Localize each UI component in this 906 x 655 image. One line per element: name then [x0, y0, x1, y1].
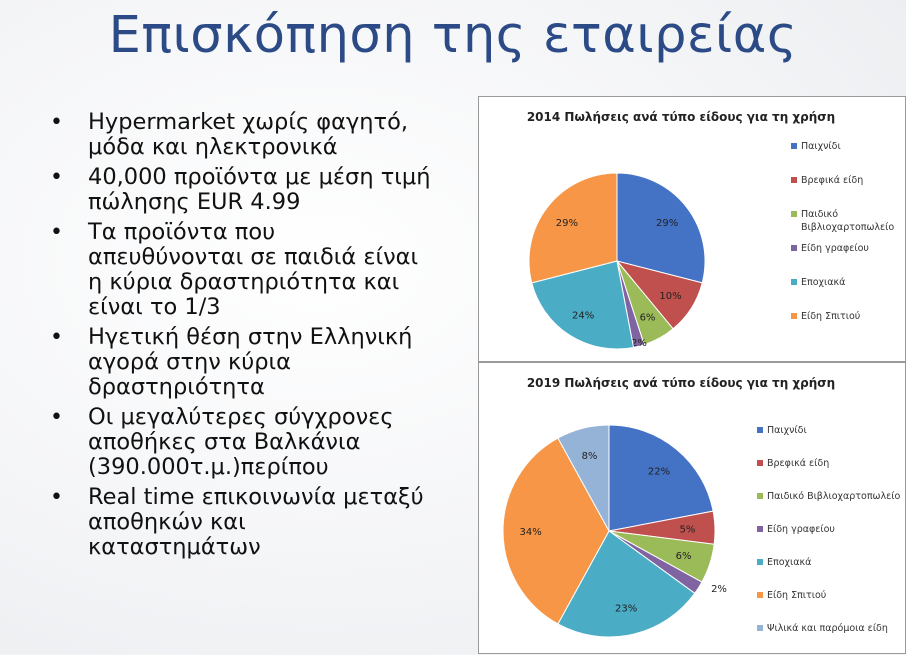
legend-label-2019-4: Είδη γραφείου: [767, 524, 835, 535]
legend-label-2014-3: Παιδικό Βιβλιοχαρτοπωλείο: [801, 209, 894, 233]
legend-swatch-2019-2: [757, 460, 763, 466]
legend-swatch-2019-5: [757, 559, 763, 565]
legend-label-line: Παιδικό Βιβλιοχαρτοπωλείο: [767, 491, 900, 502]
bullet-item: • Hypermarket χωρίς φαγητό, μόδα και ηλεκτ…: [48, 110, 468, 160]
legend-label-2019-1: Παιχνίδι: [767, 425, 807, 436]
legend-label-line: Βρεφικά είδη: [767, 458, 829, 469]
bullet-item: • Τα προϊόντα που απευθύνονται σε παιδιά ε…: [48, 220, 468, 320]
bullet-symbol: •: [50, 485, 63, 510]
pie-chart-2014-svg: 2014 Πωλήσεις ανά τύπο είδους για τη χρή…: [527, 110, 894, 350]
slice-label-2019-5: 23%: [615, 604, 637, 615]
bullet-list: • Hypermarket χωρίς φαγητό, μόδα και ηλεκτ…: [48, 110, 468, 565]
legend-label-line: Παιχνίδι: [767, 425, 807, 436]
bullet-text-line: καταστημάτων: [88, 534, 261, 560]
legend-label-2019-7: Ψιλικά και παρόμοια είδη: [767, 623, 888, 634]
legend-swatch-2019-1: [757, 427, 763, 433]
bullet-item: • Ηγετική θέση στην Ελληνική αγορά στην κύ…: [48, 325, 468, 400]
pie-slice-2019-5: [557, 530, 696, 638]
bullet-text-line: Ηγετική θέση στην Ελληνική: [88, 324, 413, 350]
slice-label-2014-5: 24%: [572, 311, 594, 322]
bullet-text-line: δραστηριότητα: [88, 374, 265, 400]
legend-label-line: Είδη Σπιτιού: [801, 311, 860, 322]
bullet-text-line: πώλησης EUR 4.99: [88, 189, 301, 215]
bullet-text-line: είναι το 1/3: [88, 294, 221, 320]
slide-title: Επισκόπηση της εταιρείας: [108, 6, 798, 65]
legend-swatch-2014-4: [791, 245, 797, 251]
bullet-text-line: αγορά στην κύρια: [88, 349, 291, 375]
bullet-text-line: 40,000 προϊόντα με μέση τιμή: [88, 164, 431, 190]
legend-swatch-2014-2: [791, 177, 797, 183]
legend-label-line: Εποχιακά: [767, 557, 811, 568]
bullet-item: • Οι μεγαλύτερες σύγχρονες αποθήκες στα Βα…: [48, 405, 468, 480]
pie-chart-2019: 2019 Πωλήσεις ανά τύπο είδους για τη χρή…: [478, 362, 906, 654]
bullet-text-line: απευθύνονται σε παιδιά είναι: [88, 244, 419, 270]
legend-label-line: Είδη γραφείου: [767, 524, 835, 535]
slice-label-2019-4: 2%: [711, 584, 727, 595]
legend-swatch-2014-1: [791, 143, 797, 149]
legend-label-2014-4: Είδη γραφείου: [801, 243, 869, 254]
slice-label-2019-6: 34%: [519, 527, 541, 538]
legend-swatch-2019-3: [757, 493, 763, 499]
legend-label-line: Παιδικό: [801, 209, 838, 220]
legend-label-line: Είδη γραφείου: [801, 243, 869, 254]
slice-label-2019-7: 8%: [582, 451, 598, 462]
bullet-text-line: (390.000τ.μ.)περίπου: [88, 454, 329, 480]
slice-label-2019-2: 5%: [679, 525, 695, 536]
bullet-text-line: Real time επικοινωνία μεταξύ: [88, 484, 424, 510]
pie-slice-2019-1: [608, 424, 714, 532]
pie-chart-2014: 2014 Πωλήσεις ανά τύπο είδους για τη χρή…: [478, 96, 906, 362]
chart-title-2019: 2019 Πωλήσεις ανά τύπο είδους για τη χρή…: [527, 376, 835, 390]
legend-swatch-2019-7: [757, 625, 763, 631]
legend-label-2019-5: Εποχιακά: [767, 557, 811, 568]
legend-label-2019-2: Βρεφικά είδη: [767, 458, 829, 469]
slice-label-2014-3: 6%: [640, 313, 656, 324]
bullet-text-line: μόδα και ηλεκτρονικά: [88, 134, 338, 160]
pie-slice-2019-7: [557, 424, 610, 532]
bullet-symbol: •: [50, 110, 63, 135]
pie-slice-2014-6: [528, 172, 618, 284]
bullet-symbol: •: [50, 165, 63, 190]
legend-label-line: Παιχνίδι: [801, 141, 841, 152]
bullet-item: • Real time επικοινωνία μεταξύ αποθηκών κα…: [48, 485, 468, 560]
bullet-text-line: Οι μεγαλύτερες σύγχρονες: [88, 404, 394, 430]
legend-label-2019-6: Είδη Σπιτιού: [767, 590, 826, 601]
legend-label-2014-2: Βρεφικά είδη: [801, 175, 863, 186]
legend-label-line: Βρεφικά είδη: [801, 175, 863, 186]
slice-label-2019-1: 22%: [648, 467, 670, 478]
pie-slice-2019-6: [502, 437, 610, 625]
legend-swatch-2014-6: [791, 313, 797, 319]
legend-label-2014-5: Εποχιακά: [801, 277, 845, 288]
chart-title-2014: 2014 Πωλήσεις ανά τύπο είδους για τη χρή…: [527, 110, 835, 124]
legend-label-2014-1: Παιχνίδι: [801, 141, 841, 152]
bullet-text-line: Hypermarket χωρίς φαγητό,: [88, 109, 409, 135]
bullet-text-line: αποθηκών και: [88, 509, 246, 535]
bullet-text-line: η κύρια δραστηριότητα και: [88, 269, 400, 295]
legend-label-2014-6: Είδη Σπιτιού: [801, 311, 860, 322]
pie-chart-2019-svg: 2019 Πωλήσεις ανά τύπο είδους για τη χρή…: [502, 376, 900, 638]
pie-slice-2014-1: [616, 172, 706, 284]
bullet-symbol: •: [50, 220, 63, 245]
bullet-text-line: αποθήκες στα Βαλκάνια: [88, 429, 361, 455]
legend-swatch-2014-5: [791, 279, 797, 285]
bullet-item: • 40,000 προϊόντα με μέση τιμή πώλησης EUR…: [48, 165, 468, 215]
slice-label-2014-4: 2%: [631, 338, 647, 349]
legend-label-2019-3: Παιδικό Βιβλιοχαρτοπωλείο: [767, 491, 900, 502]
slice-label-2019-3: 6%: [676, 551, 692, 562]
legend-swatch-2019-4: [757, 526, 763, 532]
legend-label-line: Βιβλιοχαρτοπωλείο: [801, 222, 894, 233]
legend-swatch-2014-3: [791, 211, 797, 217]
slice-label-2014-2: 10%: [659, 291, 681, 302]
bullet-text-line: Τα προϊόντα που: [88, 219, 276, 245]
legend-label-line: Εποχιακά: [801, 277, 845, 288]
legend-label-line: Είδη Σπιτιού: [767, 590, 826, 601]
pie-slice-2014-5: [531, 260, 635, 350]
slice-label-2014-1: 29%: [656, 218, 678, 229]
legend-label-line: Ψιλικά και παρόμοια είδη: [767, 623, 888, 634]
bullet-symbol: •: [50, 325, 63, 350]
slice-label-2014-6: 29%: [556, 218, 578, 229]
bullet-symbol: •: [50, 405, 63, 430]
legend-swatch-2019-6: [757, 592, 763, 598]
